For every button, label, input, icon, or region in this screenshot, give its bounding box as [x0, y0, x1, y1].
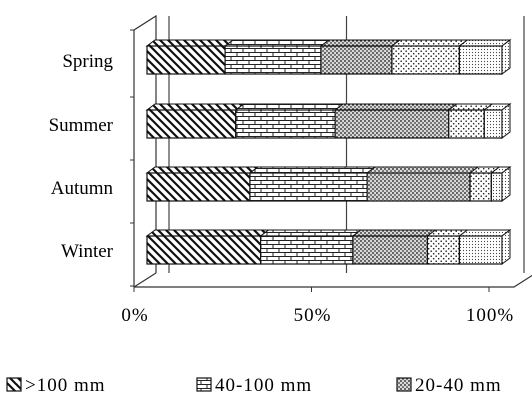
legend-label-40-100-mm: 40-100 mm: [215, 375, 312, 396]
bar-summer-s0: [146, 109, 237, 139]
category-label-summer: Summer: [49, 115, 114, 136]
bar-summer-s1: [235, 109, 336, 139]
x-tick-labels: 0% 50% 100%: [121, 305, 514, 326]
x-tick-label-1: 50%: [294, 305, 332, 326]
bar-end-summer: [501, 103, 511, 139]
bar-winter-s2: [352, 235, 429, 265]
category-label-winter: Winter: [61, 241, 114, 262]
bar-autumn-s1: [249, 172, 368, 202]
bar-winter-s0: [146, 235, 262, 265]
bar-top-summer-s2: [333, 103, 459, 111]
bar-spring-s1: [224, 45, 322, 75]
legend-swatch-20-40-mm: [396, 377, 412, 392]
legend-swatch-100-mm: [6, 377, 22, 392]
legend-swatch-40-100-mm: [196, 377, 212, 392]
legend: >100 mm 40-100 mm 20-40 mm: [6, 375, 502, 396]
bar-summer-s2: [334, 109, 450, 139]
category-label-spring: Spring: [62, 51, 113, 72]
bar-summer-s3: [448, 109, 485, 139]
bar-top-autumn-s2: [365, 166, 480, 174]
x-tick-label-2: 100%: [466, 305, 514, 326]
category-labels: Spring Summer Autumn Winter: [49, 51, 114, 262]
bar-autumn-s4: [490, 172, 503, 202]
bar-autumn-s3: [469, 172, 492, 202]
left-wall: [133, 14, 157, 287]
bar-top-winter-s1: [259, 229, 363, 237]
bar-winter-s1: [260, 235, 354, 265]
bar-spring-s3: [391, 45, 461, 75]
bar-autumn-s0: [146, 172, 251, 202]
bar-top-winter-s2: [351, 229, 437, 237]
bar-top-autumn-s1: [248, 166, 377, 174]
bar-top-spring-s0: [145, 39, 235, 47]
x-tick-label-0: 0%: [121, 305, 148, 326]
floor: [133, 272, 532, 288]
bar-end-winter: [501, 229, 511, 265]
bar-spring-s2: [320, 45, 393, 75]
category-label-autumn: Autumn: [51, 178, 114, 199]
bar-top-spring-s3: [390, 39, 469, 47]
bars-group: [145, 39, 512, 265]
legend-label-20-40-mm: 20-40 mm: [415, 375, 502, 396]
bar-top-summer-s0: [145, 103, 246, 111]
bar-top-spring-s1: [223, 39, 331, 47]
bar-summer-s4: [483, 109, 503, 139]
bar-top-winter-s0: [145, 229, 271, 237]
bar-top-summer-s1: [234, 103, 345, 111]
bar-top-spring-s2: [319, 39, 402, 47]
bar-winter-s3: [426, 235, 461, 265]
bar-autumn-s2: [366, 172, 471, 202]
bar-end-spring: [501, 39, 511, 75]
bar-spring-s0: [146, 45, 226, 75]
legend-label-100-mm: >100 mm: [25, 375, 106, 396]
bar-winter-s4: [458, 235, 503, 265]
bar-top-autumn-s0: [145, 166, 260, 174]
bar-end-autumn: [501, 166, 511, 202]
bar-spring-s4: [458, 45, 503, 75]
